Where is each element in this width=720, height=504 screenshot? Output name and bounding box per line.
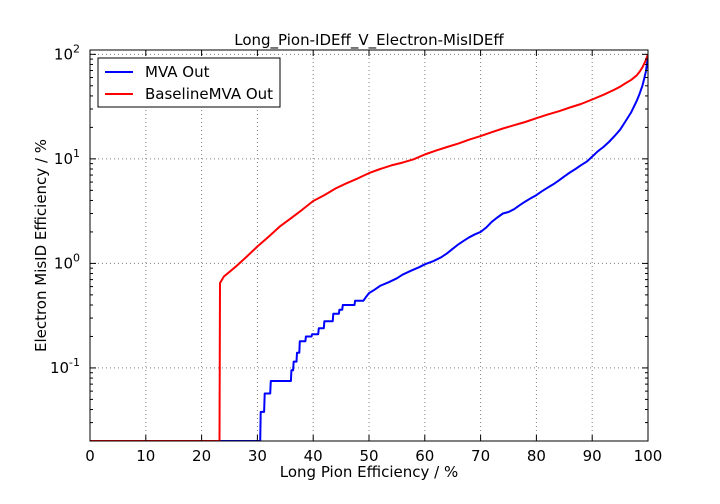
y-tick-label: 10-1 [50,356,80,377]
x-axis-title: Long Pion Efficiency / % [280,463,459,481]
x-tick-label: 60 [415,447,434,465]
legend: MVA Out BaselineMVA Out [97,57,281,108]
series-line-mva-out [90,56,648,441]
series-line-baselinemva-out [90,53,648,441]
series-layer [90,53,648,441]
x-tick-label: 10 [136,447,155,465]
chart-title: Long_Pion-IDEff_V_Electron-MisIDEff [234,31,504,50]
legend-label: MVA Out [145,63,210,81]
y-tick-label: 101 [54,147,80,168]
y-tick-label: 100 [54,251,80,272]
x-tick-label: 0 [85,447,95,465]
x-tick-label: 50 [359,447,378,465]
x-tick-label: 20 [192,447,211,465]
x-tick-labels: 0 10 20 30 40 50 60 70 80 90 100 [85,447,662,465]
x-tick-label: 100 [634,447,663,465]
axis-ticks [89,50,649,441]
x-tick-label: 40 [304,447,323,465]
x-tick-label: 90 [583,447,602,465]
y-axis-title: Electron MisID Efficiency / % [32,139,50,352]
y-tick-label: 102 [54,42,80,63]
legend-box [97,57,281,108]
x-tick-label: 30 [248,447,267,465]
y-tick-labels: 10-1 100 101 102 [50,42,80,377]
x-tick-label: 70 [471,447,490,465]
legend-label: BaselineMVA Out [145,85,273,103]
x-tick-label: 80 [527,447,546,465]
grid-lines [90,50,648,441]
